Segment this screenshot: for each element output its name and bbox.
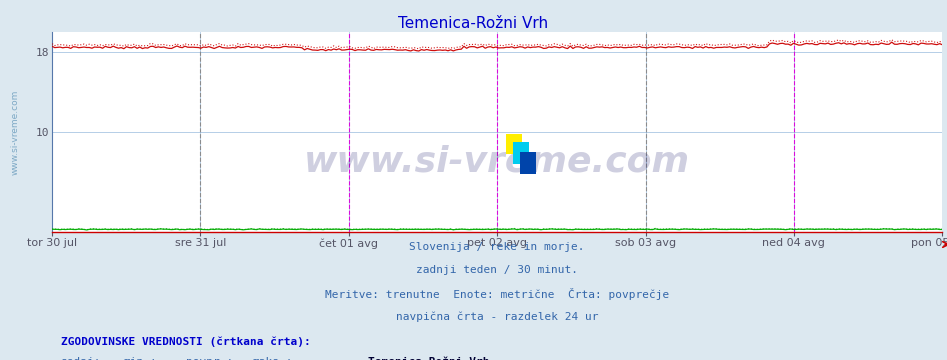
Text: www.si-vreme.com: www.si-vreme.com xyxy=(10,89,19,175)
Text: povpr.:: povpr.: xyxy=(186,357,233,360)
Text: Temenica-Rožni Vrh: Temenica-Rožni Vrh xyxy=(368,357,490,360)
Text: Meritve: trenutne  Enote: metrične  Črta: povprečje: Meritve: trenutne Enote: metrične Črta: … xyxy=(325,288,670,300)
Text: Slovenija / reke in morje.: Slovenija / reke in morje. xyxy=(409,242,585,252)
Text: Temenica-Rožni Vrh: Temenica-Rožni Vrh xyxy=(399,16,548,31)
Text: zadnji teden / 30 minut.: zadnji teden / 30 minut. xyxy=(416,265,579,275)
Text: navpična črta - razdelek 24 ur: navpična črta - razdelek 24 ur xyxy=(396,311,599,322)
Text: sedaj:: sedaj: xyxy=(61,357,101,360)
Text: maks.:: maks.: xyxy=(252,357,293,360)
Bar xyxy=(513,142,529,164)
Text: ZGODOVINSKE VREDNOSTI (črtkana črta):: ZGODOVINSKE VREDNOSTI (črtkana črta): xyxy=(61,337,311,347)
Text: min.:: min.: xyxy=(123,357,157,360)
Bar xyxy=(506,134,522,154)
Text: www.si-vreme.com: www.si-vreme.com xyxy=(304,145,690,179)
Bar xyxy=(520,152,536,174)
